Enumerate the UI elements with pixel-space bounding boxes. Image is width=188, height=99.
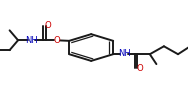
Text: NH: NH (25, 36, 38, 45)
Text: O: O (44, 21, 51, 30)
Text: O: O (54, 36, 60, 45)
Text: O: O (136, 64, 143, 73)
Text: NH: NH (118, 49, 130, 58)
